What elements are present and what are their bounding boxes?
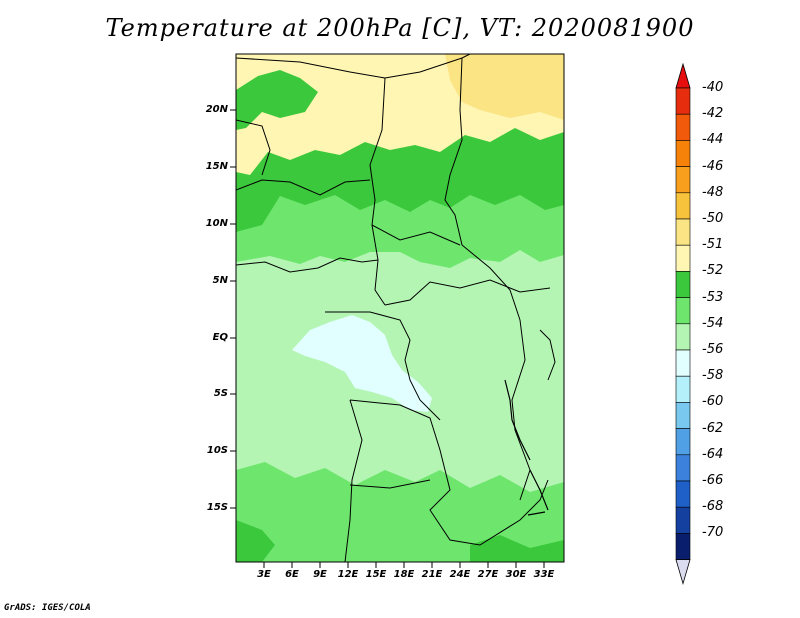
lat-label-5n: 5N [212,275,228,286]
colorbar-label: -68 [702,499,724,515]
colorbar-swatch [675,402,691,429]
colorbar-label: -64 [702,446,724,462]
colorbar-swatch [675,506,691,534]
colorbar-label: -44 [702,132,724,148]
map-frame [235,53,565,563]
lat-label-eq: EQ [212,332,228,343]
lat-label-10s: 10S [206,445,228,456]
lat-label-20n: 20N [205,104,228,115]
lon-label-6e: 6E [285,569,299,580]
lat-label-5s: 5S [213,388,228,399]
colorbar-label: -48 [702,184,724,200]
country-borders [236,54,556,562]
colorbar-label: -40 [702,80,724,95]
x-axis-ticks [263,562,545,568]
colorbar-swatch [675,349,691,377]
lon-label-24e: 24E [449,569,471,580]
lat-label-15s: 15S [206,502,228,513]
field-yellow-ne [445,54,564,120]
colorbar-label: -53 [702,289,724,305]
colorbar-label: -58 [702,368,724,384]
field-green-patch-nw [236,70,318,130]
colorbar-swatch [675,323,691,351]
colorbar-swatch [675,271,691,298]
colorbar-label: -66 [702,473,724,488]
colorbar-swatch [675,218,691,246]
lat-label-10n: 10N [205,218,228,229]
colorbar-label: -56 [702,342,724,357]
colorbar-swatch [675,140,691,167]
colorbar-label: -52 [702,263,724,279]
map-title: Temperature at 200hPa [C], VT: 202008190… [105,14,695,42]
colorbar-swatch [675,192,691,220]
colorbar-swatch [675,244,691,272]
colorbar-bottom-arrow [675,559,691,586]
y-axis-ticks [230,109,236,509]
colorbar-label: -46 [702,158,724,174]
colorbar [675,62,691,586]
lon-label-30e: 30E [505,569,527,580]
colorbar-swatch [675,428,691,456]
colorbar-label: -51 [702,237,724,253]
lat-label-15n: 15N [205,161,228,172]
lon-label-27e: 27E [477,569,499,580]
lon-label-9e: 9E [313,569,327,580]
field-dark-green-sw [236,520,275,562]
temperature-field [236,54,564,562]
colorbar-label: -62 [702,420,724,436]
colorbar-label: -60 [702,394,724,410]
lon-label-33e: 33E [533,569,555,580]
colorbar-swatch [675,87,691,115]
field-green-south [236,462,564,562]
colorbar-label: -42 [702,106,724,122]
colorbar-label: -70 [702,525,724,541]
colorbar-swatch [675,375,691,403]
lon-label-21e: 21E [421,569,443,580]
colorbar-label: -50 [702,211,724,226]
field-dark-green-se [470,535,564,562]
colorbar-swatch [675,297,691,325]
lon-label-18e: 18E [393,569,415,580]
lake-malawi [529,469,549,511]
grads-credit: GrADS: IGES/COLA [4,603,91,613]
lon-label-3e: 3E [257,569,271,580]
colorbar-swatch [675,113,691,141]
lake-kariba [527,511,546,516]
lon-label-15e: 15E [365,569,387,580]
colorbar-top-arrow [675,62,691,89]
lon-label-12e: 12E [337,569,359,580]
lake-tanganyika [504,379,531,461]
lakes [504,379,549,516]
colorbar-label: -54 [702,315,724,331]
field-cyan [292,315,432,412]
colorbar-swatch [675,533,691,560]
colorbar-swatch [675,166,691,194]
colorbar-swatch [675,454,691,482]
colorbar-swatch [675,480,691,508]
